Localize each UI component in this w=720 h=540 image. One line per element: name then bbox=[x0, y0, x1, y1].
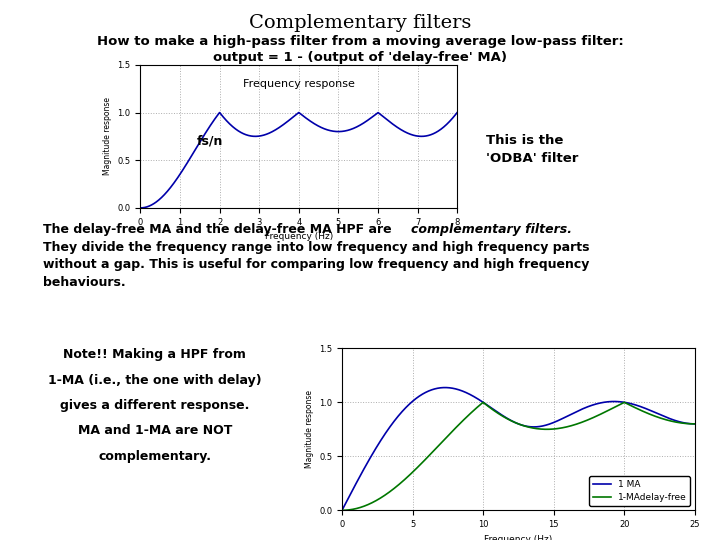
1-MAdelay-free bbox=[338, 507, 346, 514]
1-MAdelay-free bbox=[473, 404, 482, 410]
X-axis label: Frequency (Hz): Frequency (Hz) bbox=[265, 232, 333, 241]
Text: fs/n: fs/n bbox=[197, 134, 223, 147]
Line: 1 MA: 1 MA bbox=[342, 388, 695, 510]
1 MA bbox=[399, 407, 408, 414]
X-axis label: Frequency (Hz): Frequency (Hz) bbox=[485, 535, 552, 540]
1 MA bbox=[684, 420, 693, 427]
1-MAdelay-free bbox=[399, 477, 408, 484]
Text: How to make a high-pass filter from a moving average low-pass filter:: How to make a high-pass filter from a mo… bbox=[96, 35, 624, 48]
1 MA bbox=[378, 435, 387, 441]
1 MA bbox=[646, 407, 654, 414]
1-MAdelay-free bbox=[378, 494, 387, 500]
Text: They divide the frequency range into low frequency and high frequency parts
with: They divide the frequency range into low… bbox=[43, 241, 590, 289]
1-MAdelay-free bbox=[684, 421, 693, 427]
Legend: 1 MA, 1-MAdelay-free: 1 MA, 1-MAdelay-free bbox=[589, 476, 690, 506]
1-MAdelay-free bbox=[646, 411, 654, 417]
1-MAdelay-free bbox=[690, 421, 699, 427]
Text: complementary filters.: complementary filters. bbox=[411, 223, 572, 236]
Text: complementary.: complementary. bbox=[99, 450, 211, 463]
1 MA bbox=[488, 406, 497, 412]
Text: Frequency response: Frequency response bbox=[243, 79, 355, 89]
Y-axis label: Magnitude response: Magnitude response bbox=[305, 390, 314, 468]
Y-axis label: Magnitude response: Magnitude response bbox=[103, 97, 112, 176]
Text: Note!! Making a HPF from: Note!! Making a HPF from bbox=[63, 348, 246, 361]
Text: MA and 1-MA are NOT: MA and 1-MA are NOT bbox=[78, 424, 232, 437]
1 MA bbox=[690, 421, 699, 427]
1-MAdelay-free bbox=[488, 406, 497, 413]
Text: 1-MA (i.e., the one with delay): 1-MA (i.e., the one with delay) bbox=[48, 374, 261, 387]
Text: gives a different response.: gives a different response. bbox=[60, 399, 250, 412]
1 MA bbox=[473, 395, 482, 402]
Text: This is the: This is the bbox=[486, 134, 563, 147]
Line: 1-MAdelay-free: 1-MAdelay-free bbox=[342, 402, 695, 510]
1 MA bbox=[441, 384, 449, 391]
1-MAdelay-free bbox=[620, 399, 629, 406]
Text: The delay-free MA and the delay-free MA HPF are: The delay-free MA and the delay-free MA … bbox=[43, 223, 396, 236]
Text: Complementary filters: Complementary filters bbox=[249, 14, 471, 31]
Text: 'ODBA' filter: 'ODBA' filter bbox=[486, 152, 578, 165]
Text: output = 1 - (output of 'delay-free' MA): output = 1 - (output of 'delay-free' MA) bbox=[213, 51, 507, 64]
1 MA bbox=[338, 507, 346, 514]
